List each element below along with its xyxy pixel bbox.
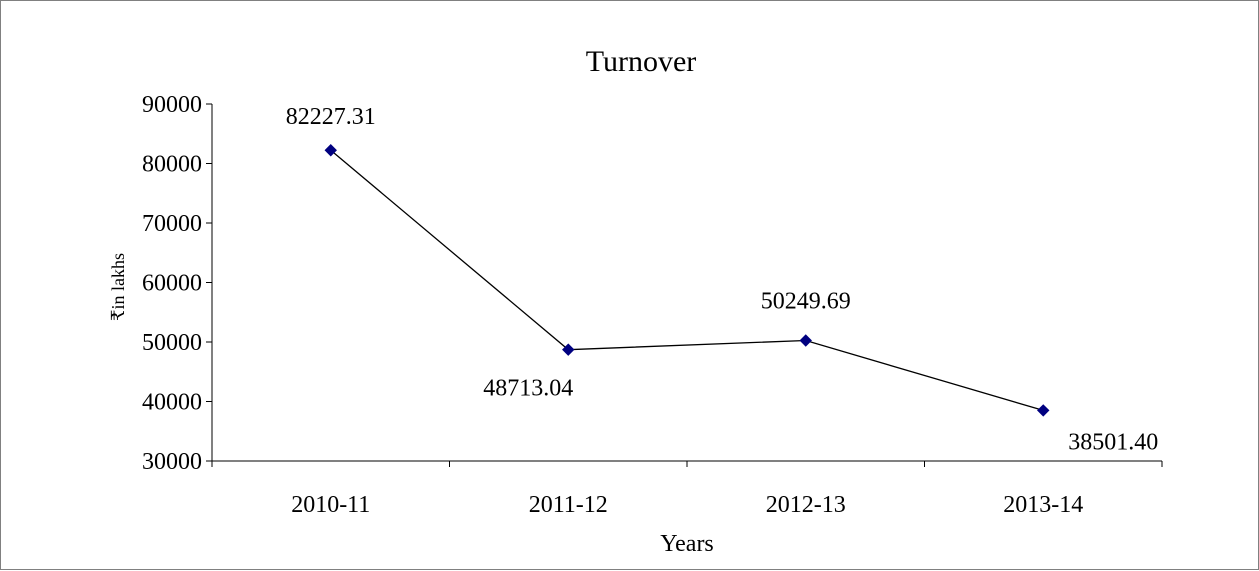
data-label: 50249.69 — [761, 289, 851, 315]
y-tick-label: 70000 — [142, 211, 202, 237]
series — [324, 144, 1050, 417]
y-tick-label: 50000 — [142, 330, 202, 356]
x-axis-ticks: 2010-11 2011-12 2012-13 2013-14 — [211, 461, 1163, 518]
x-tick-label: 2013-14 — [1003, 492, 1083, 518]
x-tick-label: 2012-13 — [766, 492, 846, 518]
data-labels: 82227.31 48713.04 50249.69 38501.40 — [286, 104, 1159, 455]
x-tick-label: 2011-12 — [529, 492, 608, 518]
y-tick-label: 60000 — [142, 271, 202, 297]
data-point-marker — [562, 343, 575, 356]
y-axis-ticks: 30000 40000 50000 60000 70000 80000 90000 — [142, 92, 212, 475]
y-tick-label: 40000 — [142, 390, 202, 416]
y-tick-label: 80000 — [142, 152, 202, 178]
y-axis-title: ₹in lakhs — [108, 253, 128, 321]
axes — [211, 104, 1162, 462]
data-point-marker — [1037, 404, 1050, 417]
x-tick-label: 2010-11 — [291, 492, 370, 518]
data-label: 82227.31 — [286, 104, 376, 130]
data-label: 38501.40 — [1068, 429, 1158, 455]
data-point-marker — [324, 144, 337, 157]
x-axis-title: Years — [660, 531, 714, 557]
y-tick-label: 90000 — [142, 92, 202, 118]
series-line — [330, 149, 1044, 412]
data-point-marker — [799, 334, 812, 347]
chart-title: Turnover — [586, 45, 697, 78]
data-label: 48713.04 — [483, 376, 573, 402]
y-tick-label: 30000 — [142, 449, 202, 475]
